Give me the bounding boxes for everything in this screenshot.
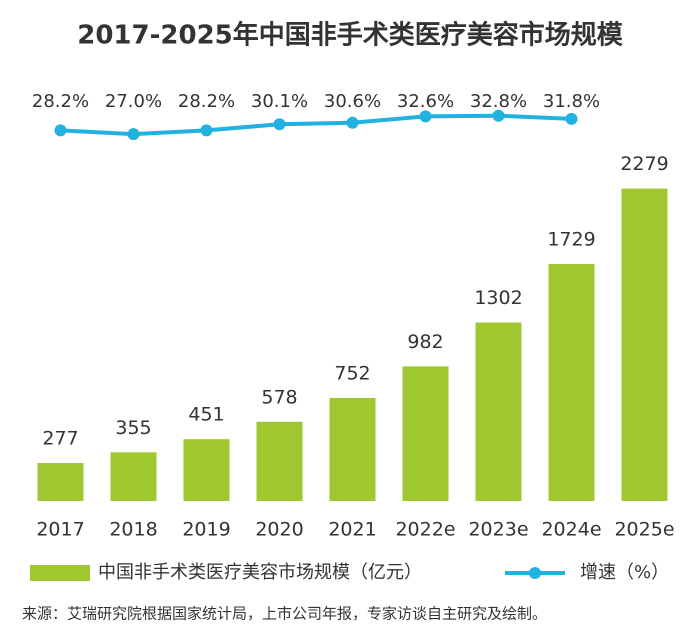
legend-label: 增速（%） (580, 562, 669, 583)
growth-marker (565, 112, 578, 125)
bar (329, 397, 376, 501)
growth-marker (492, 109, 505, 122)
growth-label: 28.2% (32, 91, 89, 112)
bar-label: 355 (115, 417, 151, 439)
bar (37, 463, 84, 501)
bar (183, 439, 230, 501)
bar (256, 421, 303, 501)
growth-label: 32.8% (470, 91, 527, 112)
growth-label: 27.0% (105, 91, 162, 112)
growth-label: 30.6% (324, 91, 381, 112)
bar-label: 982 (407, 331, 443, 353)
legend-label: 中国非手术类医疗美容市场规模（亿元） (98, 562, 422, 583)
chart-title: 2017-2025年中国非手术类医疗美容市场规模 (77, 20, 624, 51)
growth-marker (127, 128, 140, 141)
bar-label: 1729 (547, 228, 595, 250)
growth-label: 28.2% (178, 91, 235, 112)
x-tick-label: 2023e (468, 519, 528, 541)
legend-marker (529, 567, 541, 579)
bar (475, 322, 522, 501)
bar (621, 188, 668, 501)
growth-label: 32.6% (397, 91, 454, 112)
bar (548, 263, 595, 501)
x-tick-label: 2018 (109, 519, 157, 541)
bar-label: 451 (188, 404, 224, 426)
legend-swatch (30, 565, 90, 581)
x-tick-label: 2025e (614, 519, 674, 541)
x-tick-label: 2020 (255, 519, 303, 541)
growth-marker (346, 116, 359, 129)
bar-label: 277 (42, 428, 78, 450)
x-tick-label: 2022e (395, 519, 455, 541)
bar-label: 1302 (474, 287, 522, 309)
growth-label: 30.1% (251, 91, 308, 112)
source-note: 来源：艾瑞研究院根据国家统计局，上市公司年报，专家访谈自主研究及绘制。 (22, 605, 547, 623)
bar-label: 578 (261, 386, 297, 408)
growth-line (60, 113, 572, 137)
x-tick-label: 2021 (328, 519, 376, 541)
growth-marker (273, 118, 286, 131)
x-tick-label: 2017 (36, 519, 84, 541)
bar-label: 2279 (620, 153, 668, 175)
growth-marker (54, 124, 67, 137)
x-tick-label: 2024e (541, 519, 601, 541)
growth-marker (419, 110, 432, 123)
x-tick-label: 2019 (182, 519, 230, 541)
growth-marker (200, 124, 213, 137)
bar (402, 366, 449, 501)
bar-label: 752 (334, 362, 370, 384)
bar (110, 452, 157, 501)
growth-label: 31.8% (543, 91, 600, 112)
